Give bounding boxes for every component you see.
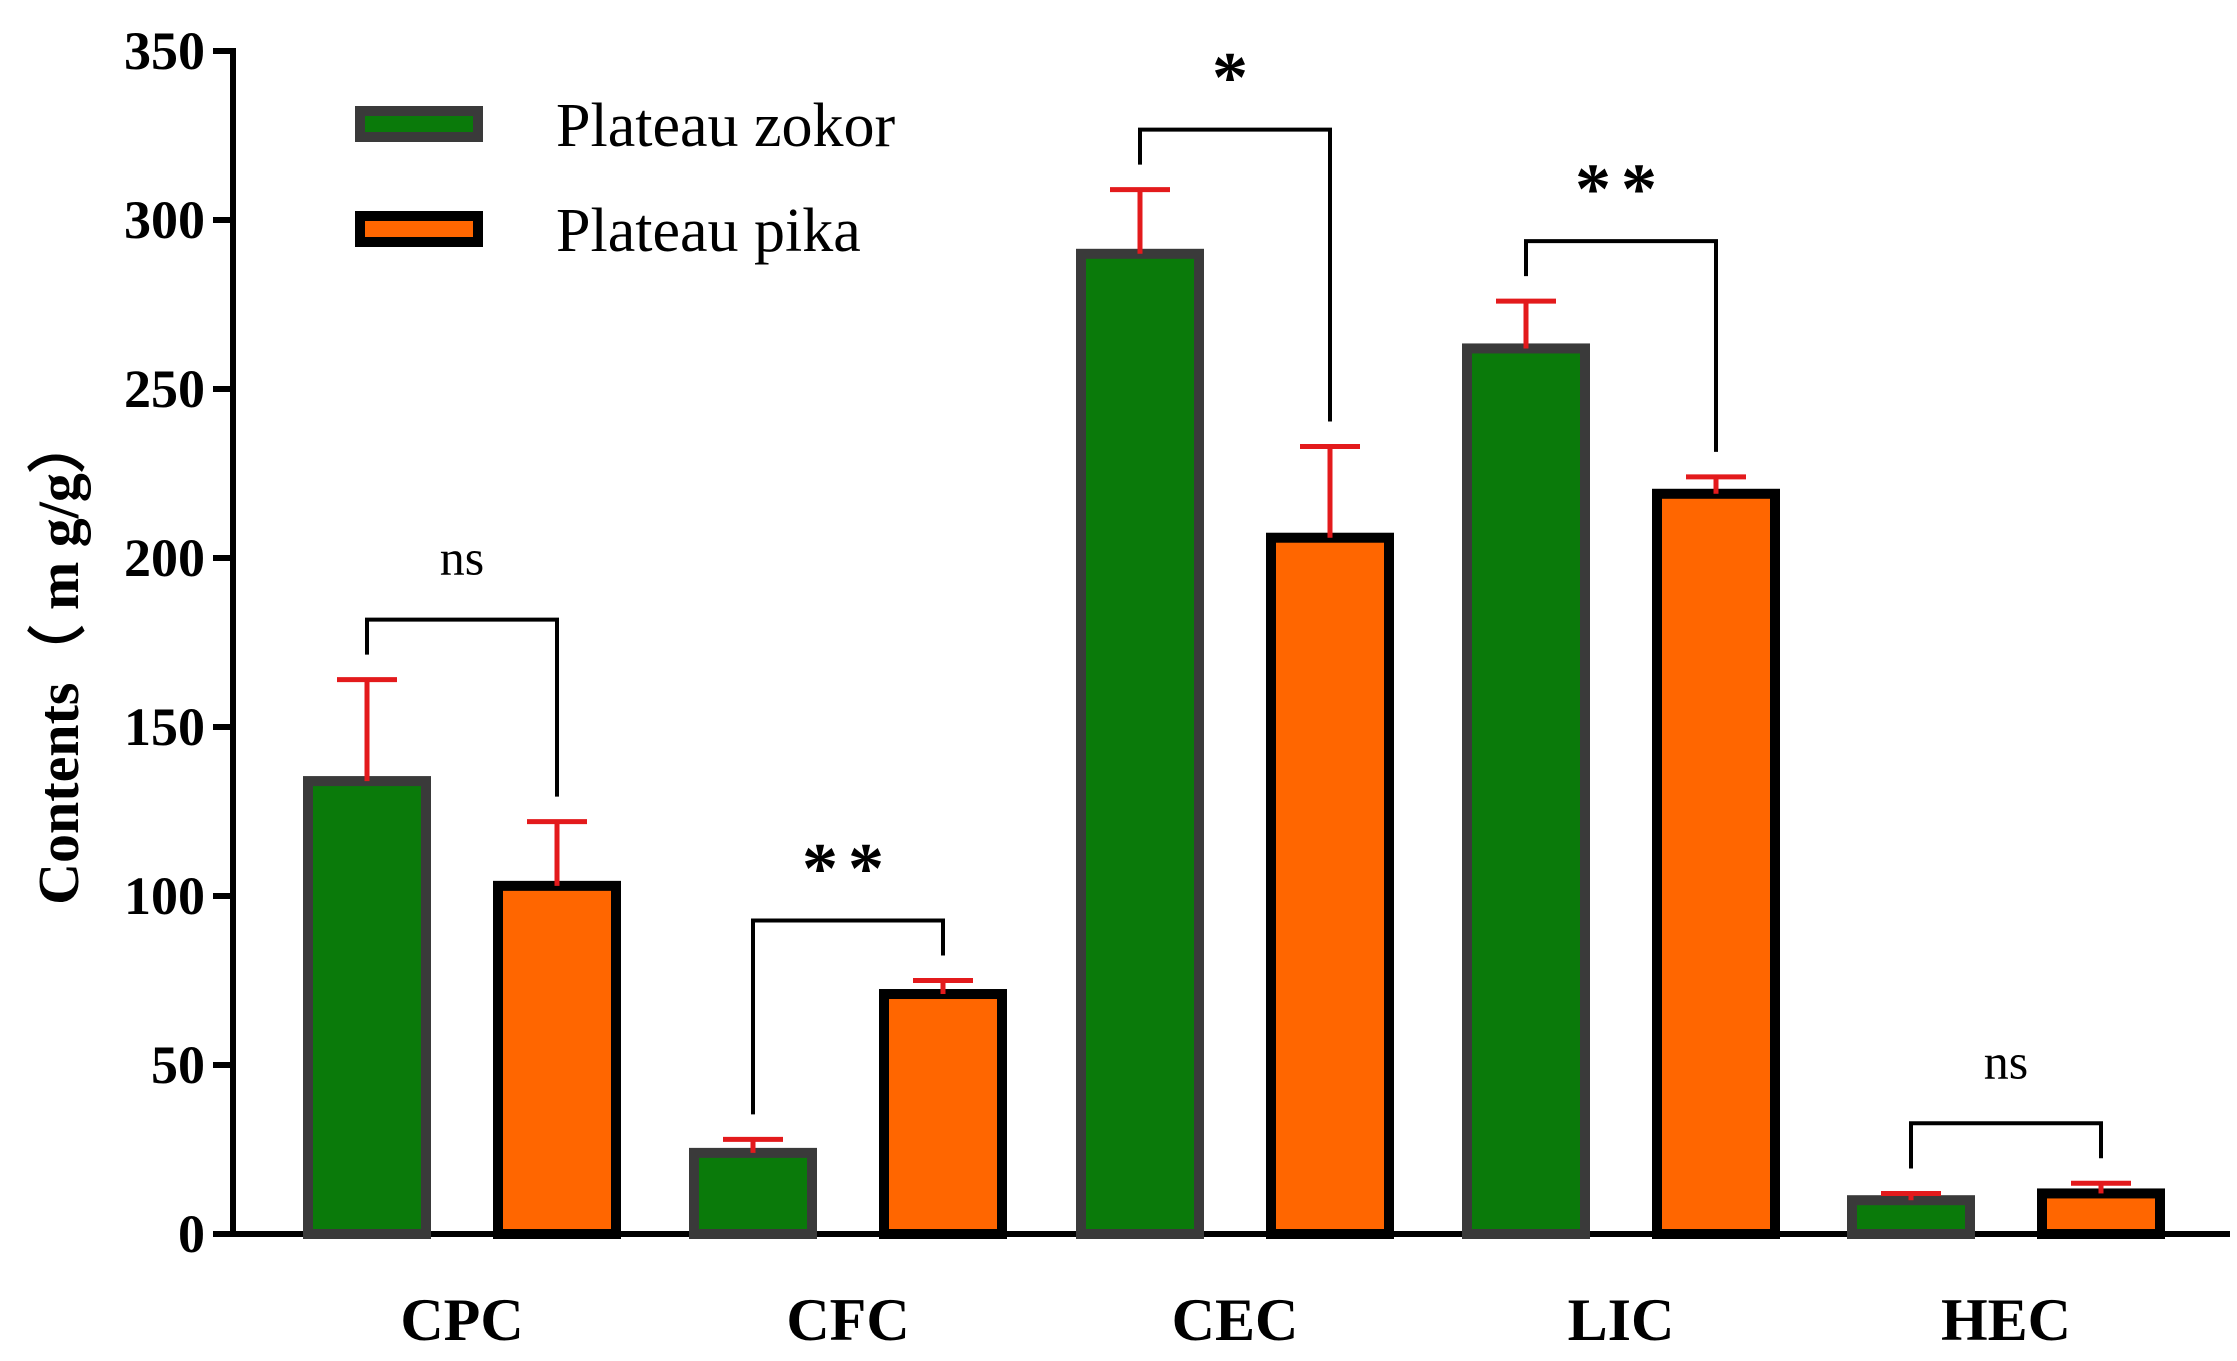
significance-bracket [365, 617, 559, 797]
bar-hec-pika [2037, 1188, 2165, 1239]
bar-cfc-zokor [689, 1147, 817, 1240]
significance-bracket [1138, 127, 1332, 422]
significance-brackets: ns*****ns [365, 38, 2103, 1169]
legend-label: Plateau zokor [556, 92, 896, 160]
significance-label: ** [802, 829, 894, 909]
y-tick-label: 200 [124, 528, 205, 588]
bar-lic-zokor [1462, 343, 1590, 1239]
x-tick-label: HEC [1941, 1287, 2071, 1353]
y-tick-label: 100 [124, 866, 205, 926]
bar-cec-zokor [1076, 248, 1204, 1240]
x-tick-label: LIC [1568, 1287, 1675, 1353]
x-tick-label: CEC [1172, 1287, 1299, 1353]
significance-bracket [1524, 239, 1718, 452]
y-tick-label: 50 [151, 1035, 205, 1095]
error-bars [337, 187, 2131, 1201]
x-tick-label: CFC [786, 1287, 909, 1353]
bar-lic-pika [1652, 488, 1780, 1239]
bar-hec-zokor [1847, 1195, 1975, 1239]
bar-cfc-pika [879, 989, 1007, 1240]
significance-label: * [1212, 38, 1258, 118]
significance-bracket [1909, 1121, 2103, 1169]
y-axis: 0 50 100 150 200 250 300 350 [124, 21, 236, 1264]
y-tick-label: 350 [124, 21, 205, 81]
bar-cpc-zokor [303, 776, 431, 1240]
significance-label: ns [440, 530, 484, 586]
x-tick-label: CPC [400, 1287, 523, 1353]
significance-bracket [751, 918, 945, 1115]
legend-swatch-zokor [355, 106, 483, 142]
y-tick-label: 0 [178, 1204, 205, 1264]
significance-label: ** [1575, 149, 1667, 229]
y-tick-label: 250 [124, 359, 205, 419]
x-axis: CPC CFC CEC LIC HEC [230, 1231, 2230, 1353]
y-tick-label: 300 [124, 190, 205, 250]
y-axis-title: Contents（ m g/g） [26, 415, 91, 905]
legend: Plateau zokor Plateau pika [355, 92, 896, 265]
bar-cec-pika [1266, 532, 1394, 1239]
bar-cpc-pika [493, 880, 621, 1239]
bars [303, 248, 2165, 1240]
legend-label: Plateau pika [556, 197, 861, 265]
significance-label: ns [1984, 1033, 2028, 1089]
y-tick-label: 150 [124, 697, 205, 757]
legend-swatch-pika [355, 211, 483, 247]
